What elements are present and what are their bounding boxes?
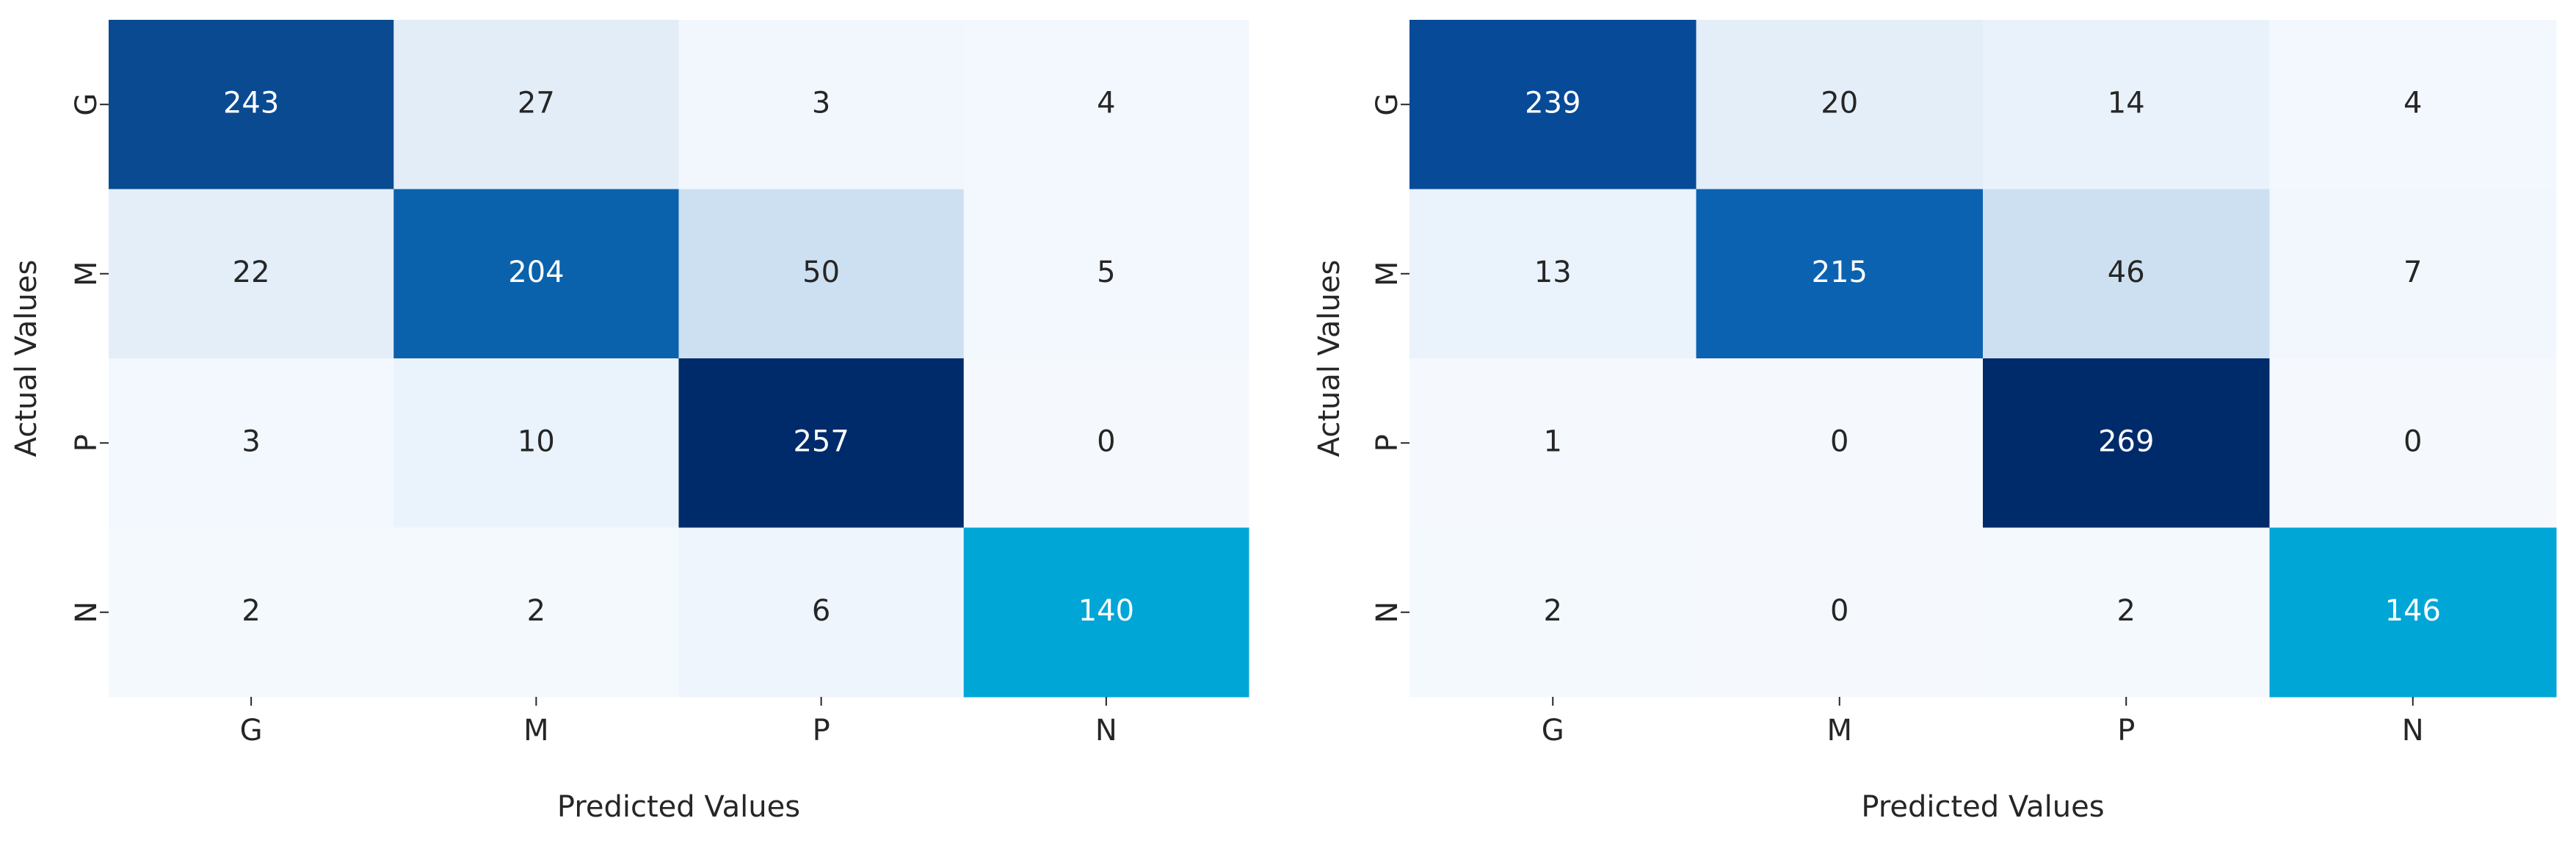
x-tick-label: P <box>2117 714 2135 748</box>
cell <box>1983 527 2270 698</box>
cell <box>678 20 965 189</box>
cell-label: 4 <box>2403 86 2422 120</box>
cell <box>109 189 394 359</box>
cell <box>678 189 965 359</box>
x-tick-label: N <box>2402 714 2424 748</box>
cell <box>963 189 1249 359</box>
cell-label: 257 <box>793 424 849 458</box>
y-tick-label: P <box>1371 434 1404 452</box>
cell <box>393 189 679 359</box>
y-tick-label: N <box>70 601 104 623</box>
cell <box>1696 20 1984 189</box>
cell-label: 140 <box>1078 594 1134 628</box>
cell-label: 269 <box>2098 424 2154 458</box>
y-axis-label: Actual Values <box>10 260 43 457</box>
cell-label: 2 <box>1544 594 1562 628</box>
cell <box>2269 189 2557 359</box>
cell-label: 146 <box>2385 594 2441 628</box>
cell <box>1409 189 1697 359</box>
cell <box>109 20 394 189</box>
y-tick-label: M <box>70 261 104 286</box>
cell <box>1696 527 1984 698</box>
y-tick-label: N <box>1371 601 1404 623</box>
cell-label: 215 <box>1812 256 1868 289</box>
y-tick-label: P <box>70 434 104 452</box>
cell-label: 14 <box>2108 86 2145 120</box>
cell-label: 243 <box>223 86 279 120</box>
x-tick-label: M <box>1826 714 1852 748</box>
cell-label: 46 <box>2108 256 2145 289</box>
cell <box>963 527 1249 698</box>
y-tick-label: G <box>1371 93 1404 116</box>
cell-label: 10 <box>518 424 555 458</box>
cell <box>393 358 679 528</box>
cell <box>1409 358 1697 528</box>
x-tick-label: G <box>1542 714 1564 748</box>
x-tick-label: M <box>523 714 549 748</box>
x-tick-label: P <box>813 714 830 748</box>
cell-label: 2 <box>527 594 545 628</box>
cell <box>1696 189 1984 359</box>
cell-label: 0 <box>1830 594 1848 628</box>
cell <box>1696 358 1984 528</box>
cell <box>1409 527 1697 698</box>
x-tick-label: G <box>240 714 263 748</box>
cell <box>2269 20 2557 189</box>
y-tick-label: M <box>1371 261 1404 286</box>
cell-label: 4 <box>1097 86 1115 120</box>
cell <box>109 358 394 528</box>
cell-label: 27 <box>518 86 555 120</box>
cell <box>963 358 1249 528</box>
x-tick-label: N <box>1095 714 1117 748</box>
cell <box>678 527 965 698</box>
cell-label: 204 <box>508 256 564 289</box>
cell-label: 2 <box>242 594 260 628</box>
cell-label: 0 <box>2403 424 2422 458</box>
cell <box>2269 358 2557 528</box>
cell <box>678 358 965 528</box>
cell-label: 6 <box>812 594 830 628</box>
cell <box>1983 189 2270 359</box>
x-axis-label: Predicted Values <box>1861 790 2104 824</box>
cell <box>963 20 1249 189</box>
y-axis-label: Actual Values <box>1313 260 1346 457</box>
cell-label: 3 <box>812 86 830 120</box>
cell-label: 7 <box>2403 256 2422 289</box>
cell <box>1983 358 2270 528</box>
cell <box>109 527 394 698</box>
cell-label: 20 <box>1821 86 1858 120</box>
cell-label: 0 <box>1830 424 1848 458</box>
cell-label: 22 <box>233 256 270 289</box>
cell-label: 0 <box>1097 424 1115 458</box>
cell <box>1983 20 2270 189</box>
cell <box>2269 527 2557 698</box>
cell-label: 3 <box>242 424 260 458</box>
cell-label: 50 <box>802 256 840 289</box>
cell-label: 2 <box>2117 594 2136 628</box>
cell-label: 239 <box>1525 86 1581 120</box>
cell-label: 5 <box>1097 256 1115 289</box>
cell <box>1409 20 1697 189</box>
cell <box>393 527 679 698</box>
cell-label: 13 <box>1534 256 1572 289</box>
y-tick-label: G <box>70 93 104 116</box>
cell <box>393 20 679 189</box>
cell-label: 1 <box>1544 424 1562 458</box>
x-axis-label: Predicted Values <box>557 790 800 824</box>
